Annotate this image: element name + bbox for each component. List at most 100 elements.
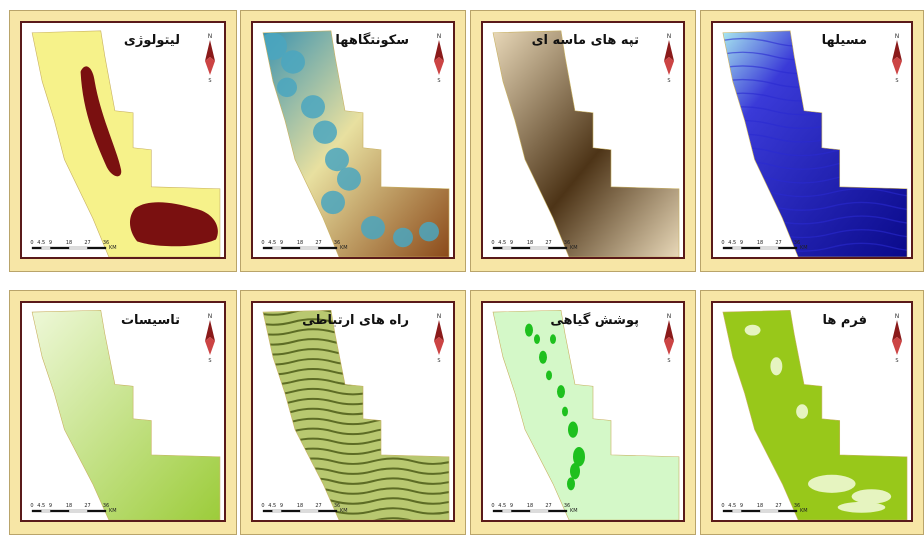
map-canvas [31, 30, 221, 257]
region-outline [492, 30, 680, 257]
scale-tick-label: 0 [261, 503, 264, 509]
map-title: لیتولوژی [123, 33, 180, 48]
scale-tick-label: 36 [794, 240, 800, 246]
settlement-buffer [419, 221, 439, 242]
map-frame: تپه های ماسه ای N S 0 4.5 9 18 27 36 KM [481, 21, 685, 259]
south-label: S [208, 358, 211, 363]
north-label: N [437, 313, 442, 320]
scale-tick-label: 18 [66, 503, 72, 509]
south-label: S [895, 78, 898, 83]
map-canvas [262, 30, 450, 257]
scale-tick-label: 27 [775, 240, 781, 246]
scale-unit-label: KM [109, 245, 117, 251]
scale-unit-label: KM [570, 508, 578, 514]
scale-tick-label: 36 [794, 503, 800, 509]
map-panel-roads: راه های ارتباطی N S 0 4.5 9 18 27 36 KM [240, 290, 466, 535]
roads-layer [263, 310, 449, 520]
landform-patch [744, 324, 761, 336]
vegetation-patch [539, 350, 547, 364]
scale-tick-label: 18 [527, 240, 533, 246]
map-panel-dunes: تپه های ماسه ای N S 0 4.5 9 18 27 36 KM [470, 10, 696, 272]
map-title: راه های ارتباطی [302, 313, 409, 328]
facilities-layer [32, 310, 220, 520]
map-title: سکونتگاهها [335, 33, 409, 48]
region-outline [722, 309, 908, 520]
north-label: N [895, 313, 900, 320]
settlements-layer [263, 30, 449, 257]
map-canvas [31, 309, 221, 520]
vegetation-patch [570, 463, 580, 480]
scale-tick-label: 18 [66, 240, 72, 246]
scale-tick-label: 4.5 [498, 503, 506, 509]
map-frame: مسیلها N S 0 4.5 9 18 27 36 KM [711, 21, 913, 259]
scale-tick-label: 4.5 [37, 240, 45, 246]
map-panel-settlements: سکونتگاهها N S 0 4.5 9 18 27 36 KM [240, 10, 466, 272]
south-label: S [437, 358, 440, 363]
scale-tick-label: 18 [757, 503, 763, 509]
map-frame: تاسیسات N S 0 4.5 9 18 27 36 KM [20, 301, 226, 522]
scale-tick-label: 18 [297, 240, 303, 246]
scale-tick-label: 9 [49, 503, 52, 509]
region-outline [31, 309, 221, 520]
vegetation-patch [557, 385, 565, 399]
map-canvas [492, 30, 680, 257]
north-label: N [895, 33, 900, 40]
north-arrow-icon: NS [664, 33, 674, 83]
scale-tick-label: 36 [334, 240, 340, 246]
south-label: S [667, 358, 670, 363]
scale-tick-label: 0 [30, 503, 33, 509]
scale-tick-label: 36 [564, 503, 570, 509]
channels-layer [722, 30, 908, 257]
map-frame: پوشش گیاهی N S 0 4.5 9 18 27 36 KM [481, 301, 685, 522]
scale-tick-label: 9 [510, 240, 513, 246]
scale-tick-label: 27 [775, 503, 781, 509]
scale-tick-label: 0 [491, 240, 494, 246]
vegetation-patch [525, 323, 533, 337]
vegetation-patch [534, 334, 540, 345]
lithology-layer [32, 30, 220, 257]
map-panel-lithology: لیتولوژی N S 0 4.5 9 18 27 36 KM [9, 10, 237, 272]
vegetation-patch [567, 477, 575, 491]
settlement-buffer [325, 147, 349, 172]
north-label: N [208, 313, 213, 320]
scale-tick-label: 9 [49, 240, 52, 246]
scale-tick-label: 9 [280, 240, 283, 246]
map-canvas [262, 309, 450, 520]
scale-tick-label: 4.5 [268, 240, 276, 246]
settlement-buffer [281, 50, 305, 74]
lithology-unit-north [80, 66, 122, 177]
map-frame: فرم ها N S 0 4.5 9 18 27 36 KM [711, 301, 913, 522]
region-outline [262, 309, 450, 520]
vegetation-layer [493, 310, 679, 520]
landform-patch [837, 501, 886, 513]
landform-patch [796, 404, 809, 419]
south-label: S [208, 78, 211, 83]
settlement-buffer [361, 216, 385, 240]
north-arrow-icon: NS [892, 33, 902, 83]
north-arrow-icon: NS [434, 33, 444, 83]
map-frame: لیتولوژی N S 0 4.5 9 18 27 36 KM [20, 21, 226, 259]
scale-tick-label: 18 [297, 503, 303, 509]
map-title: تپه های ماسه ای [531, 33, 639, 48]
landform-patch [851, 489, 892, 504]
scale-tick-label: 27 [84, 240, 90, 246]
scale-tick-label: 27 [315, 503, 321, 509]
scale-tick-label: 36 [564, 240, 570, 246]
vegetation-patch [573, 446, 585, 467]
scale-tick-label: 9 [740, 503, 743, 509]
map-canvas [492, 309, 680, 520]
north-arrow-icon: NS [664, 313, 674, 363]
scale-tick-label: 4.5 [268, 503, 276, 509]
vegetation-patch [550, 334, 556, 345]
north-label: N [437, 33, 442, 40]
scale-tick-label: 0 [491, 503, 494, 509]
north-label: N [667, 313, 672, 320]
map-canvas [722, 30, 908, 257]
south-label: S [895, 358, 898, 363]
vegetation-patch [546, 370, 552, 381]
map-frame: راه های ارتباطی N S 0 4.5 9 18 27 36 KM [251, 301, 455, 522]
scale-unit-label: KM [340, 245, 348, 251]
settlement-buffer [313, 120, 337, 144]
